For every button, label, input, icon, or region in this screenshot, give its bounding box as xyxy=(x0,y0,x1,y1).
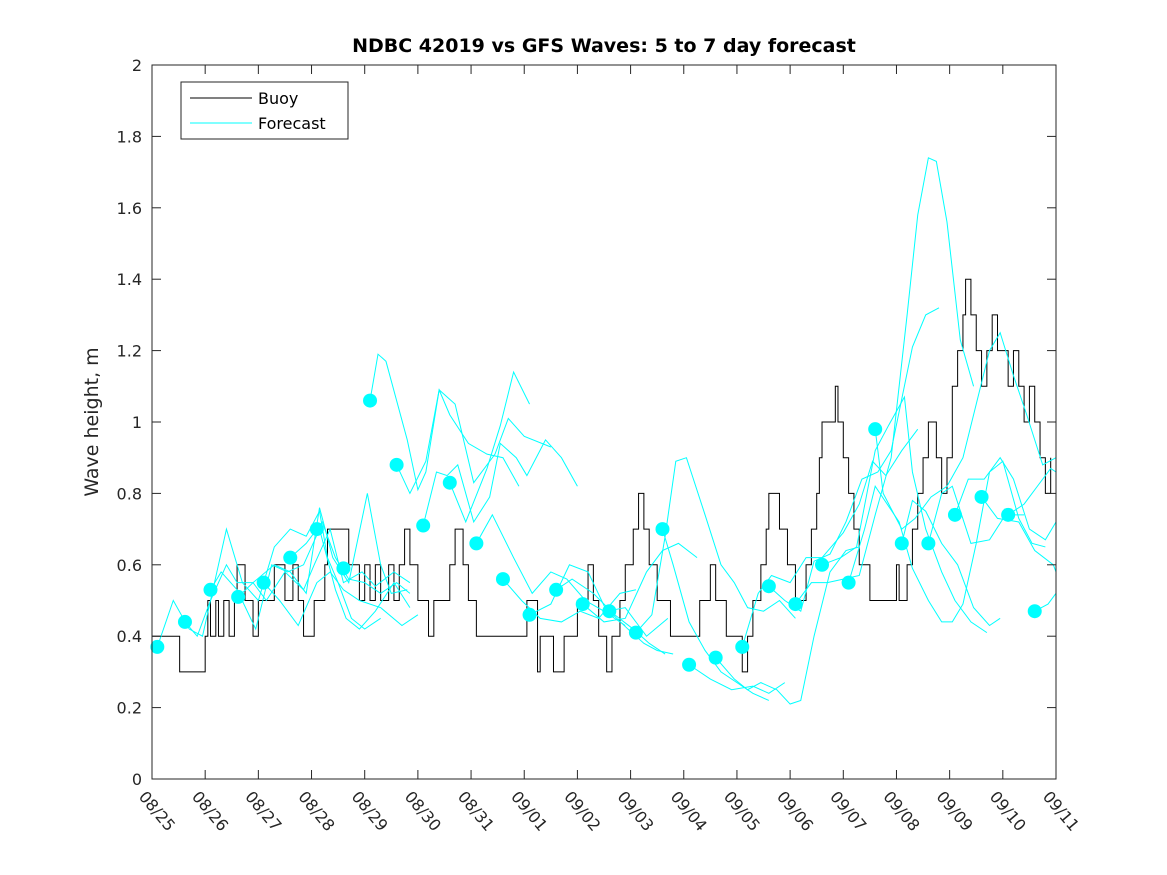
y-tick-label: 0 xyxy=(132,770,142,789)
chart-title: NDBC 42019 vs GFS Waves: 5 to 7 day fore… xyxy=(352,35,856,57)
y-tick-label: 2 xyxy=(132,56,142,75)
forecast-line xyxy=(608,610,674,655)
buoy-line xyxy=(152,278,1052,673)
forecast-line xyxy=(848,460,1046,623)
forecast-line xyxy=(715,546,860,705)
forecast-marker xyxy=(231,589,246,604)
forecast-marker xyxy=(256,575,271,590)
series-layer xyxy=(152,157,1057,705)
forecast-marker xyxy=(495,572,510,587)
y-tick-label: 1.8 xyxy=(117,127,142,146)
forecast-marker xyxy=(921,536,936,551)
forecast-line xyxy=(529,564,669,637)
y-tick-label: 1 xyxy=(132,413,142,432)
forecast-marker xyxy=(203,582,218,597)
forecast-marker xyxy=(1001,507,1016,522)
forecast-line xyxy=(635,457,796,633)
legend-box xyxy=(180,81,349,140)
marker-layer xyxy=(150,393,1042,672)
forecast-line xyxy=(237,527,411,602)
forecast-marker xyxy=(761,579,776,594)
legend: Buoy Forecast xyxy=(180,81,349,140)
forecast-line xyxy=(954,456,1057,541)
y-tick-label: 1.4 xyxy=(117,270,142,289)
forecast-line xyxy=(795,157,975,605)
forecast-line xyxy=(874,331,1057,530)
forecast-marker xyxy=(549,582,564,597)
forecast-marker xyxy=(575,597,590,612)
forecast-marker xyxy=(815,557,830,572)
forecast-line xyxy=(741,428,919,648)
forecast-line xyxy=(289,520,411,594)
y-tick-label: 0.4 xyxy=(117,627,142,646)
forecast-line xyxy=(449,370,531,524)
forecast-marker xyxy=(177,614,192,629)
forecast-marker xyxy=(947,507,962,522)
forecast-marker xyxy=(283,550,298,565)
forecast-marker xyxy=(522,607,537,622)
forecast-line xyxy=(981,496,1057,573)
forecast-marker xyxy=(894,536,909,551)
forecast-marker xyxy=(389,457,404,472)
y-tick-label: 1.2 xyxy=(117,342,142,361)
forecast-line xyxy=(263,571,419,627)
forecast-marker xyxy=(150,639,165,654)
forecast-line xyxy=(475,513,626,626)
forecast-marker xyxy=(788,597,803,612)
forecast-line xyxy=(184,493,408,638)
forecast-marker xyxy=(442,475,457,490)
forecast-line xyxy=(582,542,698,623)
forecast-marker xyxy=(336,561,351,576)
forecast-marker xyxy=(363,393,378,408)
forecast-marker xyxy=(974,489,989,504)
forecast-line xyxy=(901,499,1001,627)
forecast-marker xyxy=(416,518,431,533)
y-tick-label: 0.8 xyxy=(117,484,142,503)
forecast-line xyxy=(369,353,520,492)
forecast-line xyxy=(688,664,786,694)
forecast-marker xyxy=(309,522,324,537)
forecast-marker xyxy=(708,650,723,665)
plot-area xyxy=(152,65,1056,779)
forecast-marker xyxy=(868,422,883,437)
forecast-marker xyxy=(655,522,670,537)
y-axis-label: Wave height, m xyxy=(81,347,103,496)
legend-label-buoy: Buoy xyxy=(258,89,298,108)
y-tick-label: 1.6 xyxy=(117,199,142,218)
legend-label-forecast: Forecast xyxy=(258,114,326,133)
forecast-marker xyxy=(469,536,484,551)
forecast-marker xyxy=(841,575,856,590)
forecast-line xyxy=(502,578,637,623)
forecast-marker xyxy=(628,625,643,640)
y-tick-label: 0.6 xyxy=(117,556,142,575)
y-tick-label: 0.2 xyxy=(117,699,142,718)
forecast-line xyxy=(821,395,988,634)
forecast-marker xyxy=(1027,604,1042,619)
forecast-marker xyxy=(735,639,750,654)
forecast-marker xyxy=(682,657,697,672)
forecast-line xyxy=(1007,467,1057,516)
forecast-line xyxy=(422,438,578,526)
forecast-marker xyxy=(602,604,617,619)
forecast-line xyxy=(396,388,552,495)
